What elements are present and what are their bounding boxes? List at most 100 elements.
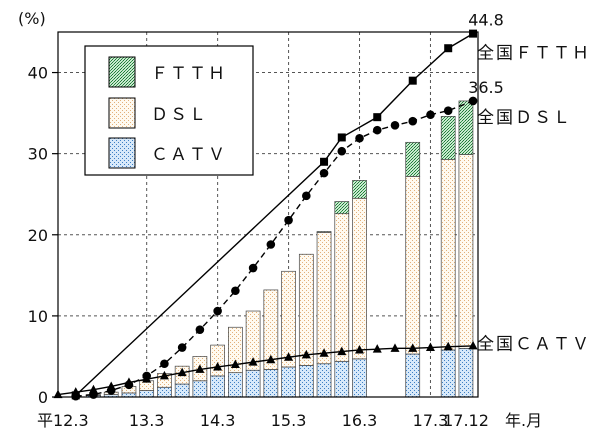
bar-ftth [352, 180, 367, 199]
point-triangle [124, 377, 134, 386]
legend-label-ftth: ＦＴＴＨ [151, 64, 227, 84]
point-circle [231, 286, 240, 296]
point-triangle [266, 354, 276, 364]
point-circle [468, 96, 478, 106]
point-triangle [213, 361, 223, 371]
bar-catv [405, 353, 421, 398]
point-square [337, 133, 346, 142]
point-circle [408, 116, 418, 126]
bar-ftth [334, 201, 350, 215]
point-triangle [390, 343, 400, 352]
bar-catv [263, 369, 279, 398]
bar-dsl [281, 270, 296, 368]
legend-swatch-dsl [108, 97, 136, 129]
bar-dsl [440, 158, 456, 351]
y-tick-label: 40 [28, 64, 48, 83]
x-unit-label: 年.月 [505, 411, 542, 430]
point-circle [195, 325, 205, 334]
point-triangle [248, 357, 258, 366]
y-unit-label: (%) [18, 9, 46, 28]
point-circle [213, 306, 222, 316]
y-tick-label: 10 [28, 307, 48, 326]
annotations: 44.8 36.5 全国ＦＴＴＨ 全国ＤＳＬ 全国ＣＡＴＶ [468, 11, 591, 355]
point-circle [337, 146, 347, 156]
end-value-label: 44.8 [468, 11, 504, 30]
point-triangle [142, 374, 152, 383]
bar-catv [228, 372, 243, 398]
series-name-label: 全国ＤＳＬ [477, 108, 572, 128]
bar-dsl [316, 231, 332, 365]
x-tick-label: 13.3 [129, 411, 165, 430]
bar-dsl [210, 344, 225, 377]
legend-label-dsl: ＤＳＬ [151, 105, 208, 125]
bar-catv [298, 365, 314, 398]
bar-dsl [352, 197, 367, 360]
point-circle [302, 191, 311, 201]
stacked-bars [86, 100, 474, 398]
x-tick-label: 17.3 [413, 411, 449, 430]
point-circle [266, 240, 276, 249]
bar-dsl [334, 213, 350, 362]
point-triangle [408, 343, 418, 352]
bar-dsl [405, 176, 421, 355]
x-tick-label: 平12.3 [37, 411, 89, 430]
point-circle [160, 359, 169, 369]
point-square [320, 157, 329, 166]
point-square [408, 76, 417, 85]
bar-catv [458, 347, 474, 398]
bar-catv [139, 390, 155, 398]
point-triangle [159, 370, 169, 380]
point-circle [355, 133, 364, 143]
point-circle [390, 120, 400, 130]
point-circle [284, 215, 293, 225]
x-tick-label: 16.3 [342, 411, 378, 430]
bar-catv [281, 366, 296, 398]
point-circle [426, 110, 435, 120]
x-tick-label: 15.3 [271, 411, 307, 430]
point-triangle [106, 381, 116, 390]
point-square [469, 29, 478, 38]
bar-catv [440, 349, 456, 398]
bar-dsl [298, 253, 314, 366]
y-tick-label: 30 [28, 145, 48, 164]
point-triangle [71, 387, 81, 396]
point-triangle [443, 341, 453, 351]
point-triangle [372, 344, 382, 353]
point-square [444, 44, 453, 53]
point-triangle [230, 359, 240, 369]
series-name-label: 全国ＣＡＴＶ [477, 334, 591, 354]
legend-swatch-ftth [108, 56, 136, 88]
point-circle [177, 343, 187, 352]
bar-catv [157, 386, 172, 398]
point-triangle [301, 349, 311, 359]
bar-catv [121, 392, 137, 398]
point-circle [248, 263, 258, 273]
bar-catv [192, 380, 208, 398]
point-triangle [88, 384, 98, 394]
x-tick-label: 14.3 [200, 411, 236, 430]
point-triangle [195, 364, 205, 373]
legend: ＦＴＴＨ ＤＳＬ ＣＡＴＶ [84, 45, 254, 176]
bar-catv [210, 375, 225, 398]
bar-ftth [316, 231, 332, 233]
bar-dsl [263, 289, 279, 370]
point-triangle [284, 352, 294, 361]
y-tick-label: 20 [28, 226, 48, 245]
point-triangle [337, 346, 347, 356]
plot-frame [57, 31, 479, 398]
point-circle [319, 168, 329, 178]
point-circle [372, 125, 382, 135]
bar-catv [334, 360, 350, 398]
point-circle [443, 106, 453, 115]
end-value-label: 36.5 [468, 78, 504, 97]
legend-swatch-catv [108, 137, 136, 169]
legend-label-catv: ＣＡＴＶ [151, 145, 227, 165]
line-series [53, 29, 478, 401]
x-tick-label: 17.12 [443, 411, 489, 430]
bar-dsl [228, 326, 243, 374]
bar-dsl [245, 310, 261, 371]
bar-ftth [458, 100, 474, 155]
point-triangle [425, 342, 435, 352]
